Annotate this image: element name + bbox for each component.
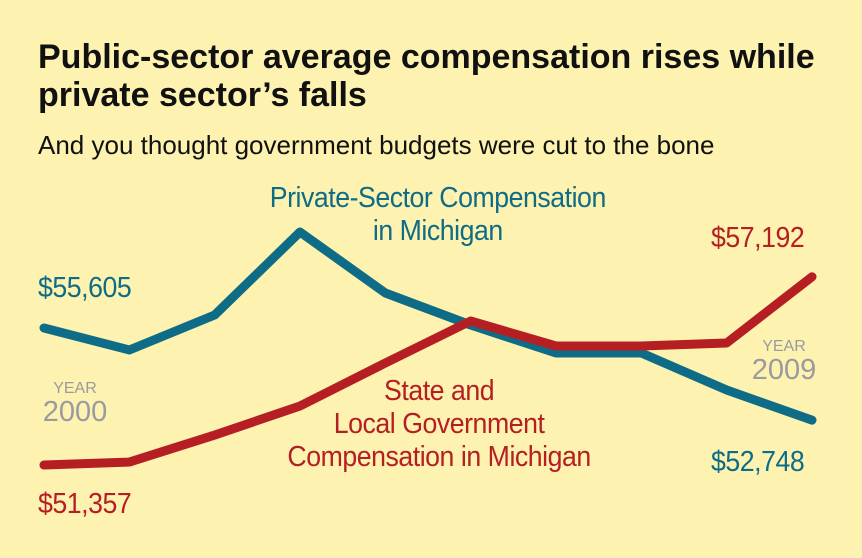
chart-title: Public-sector average compensation rises… xyxy=(38,38,815,114)
private-start-value: $55,605 xyxy=(38,272,132,304)
private-series-line xyxy=(39,227,817,425)
public-start-value: $51,357 xyxy=(38,488,132,520)
x-end-label: YEAR 2009 xyxy=(748,338,820,386)
public-series-line xyxy=(39,272,817,470)
public-series-name-line1: State and xyxy=(384,375,495,407)
private-series-name-line2: in Michigan xyxy=(372,215,503,247)
public-series-name-line2: Local Government xyxy=(333,408,545,440)
x-start-label: YEAR 2000 xyxy=(40,380,110,428)
public-series-name-line3: Compensation in Michigan xyxy=(287,441,591,473)
private-series-name: Private-Sector Compensation in Michigan xyxy=(240,182,636,248)
x-start-word: YEAR xyxy=(53,380,97,397)
chart-subtitle: And you thought government budgets were … xyxy=(38,130,715,160)
x-end-word: YEAR xyxy=(762,338,806,355)
x-start-year: 2000 xyxy=(42,396,108,428)
public-series-name: State and Local Government Compensation … xyxy=(262,375,616,474)
x-end-year: 2009 xyxy=(751,354,817,386)
private-series-name-line1: Private-Sector Compensation xyxy=(269,182,607,214)
private-end-value: $52,748 xyxy=(711,446,805,478)
public-end-value: $57,192 xyxy=(711,222,805,254)
